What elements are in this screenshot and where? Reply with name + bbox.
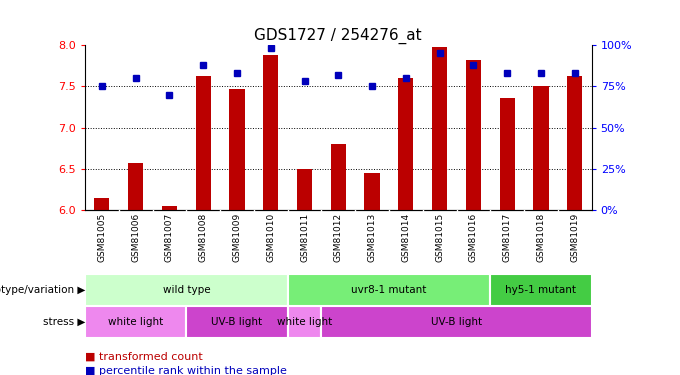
Text: white light: white light	[108, 316, 163, 327]
Bar	[95, 198, 109, 210]
Bar	[533, 86, 549, 210]
Text: GSM81006: GSM81006	[131, 213, 140, 262]
Bar	[364, 173, 379, 210]
Text: UV-B light: UV-B light	[431, 316, 482, 327]
Text: stress ▶: stress ▶	[43, 316, 85, 327]
Bar	[128, 163, 143, 210]
Text: hy5-1 mutant: hy5-1 mutant	[505, 285, 577, 295]
Text: GSM81007: GSM81007	[165, 213, 174, 262]
Text: uvr8-1 mutant: uvr8-1 mutant	[352, 285, 426, 295]
Text: white light: white light	[277, 316, 332, 327]
Bar	[229, 89, 245, 210]
Text: GSM81010: GSM81010	[267, 213, 275, 262]
Text: GSM81008: GSM81008	[199, 213, 207, 262]
Title: GDS1727 / 254276_at: GDS1727 / 254276_at	[254, 27, 422, 44]
Text: genotype/variation ▶: genotype/variation ▶	[0, 285, 85, 295]
Bar	[186, 306, 288, 338]
Bar	[466, 60, 481, 210]
Text: GSM81012: GSM81012	[334, 213, 343, 262]
Bar	[288, 306, 322, 338]
Text: ■ percentile rank within the sample: ■ percentile rank within the sample	[85, 366, 287, 375]
Text: GSM81011: GSM81011	[300, 213, 309, 262]
Bar	[288, 274, 490, 306]
Bar	[567, 75, 582, 210]
Bar	[330, 144, 346, 210]
Text: wild type: wild type	[163, 285, 210, 295]
Bar	[162, 206, 177, 210]
Bar	[263, 55, 278, 210]
Text: GSM81017: GSM81017	[503, 213, 511, 262]
Bar	[322, 306, 592, 338]
Text: GSM81018: GSM81018	[537, 213, 545, 262]
Text: GSM81013: GSM81013	[368, 213, 377, 262]
Bar	[500, 98, 515, 210]
Text: GSM81015: GSM81015	[435, 213, 444, 262]
Bar	[85, 274, 288, 306]
Bar	[432, 46, 447, 210]
Bar	[398, 78, 413, 210]
Bar	[85, 306, 186, 338]
Text: GSM81014: GSM81014	[401, 213, 410, 262]
Text: GSM81005: GSM81005	[97, 213, 106, 262]
Text: UV-B light: UV-B light	[211, 316, 262, 327]
Bar	[196, 76, 211, 210]
Bar	[297, 169, 312, 210]
Bar	[490, 274, 592, 306]
Text: GSM81009: GSM81009	[233, 213, 241, 262]
Text: GSM81019: GSM81019	[571, 213, 579, 262]
Text: GSM81016: GSM81016	[469, 213, 478, 262]
Text: ■ transformed count: ■ transformed count	[85, 351, 203, 361]
